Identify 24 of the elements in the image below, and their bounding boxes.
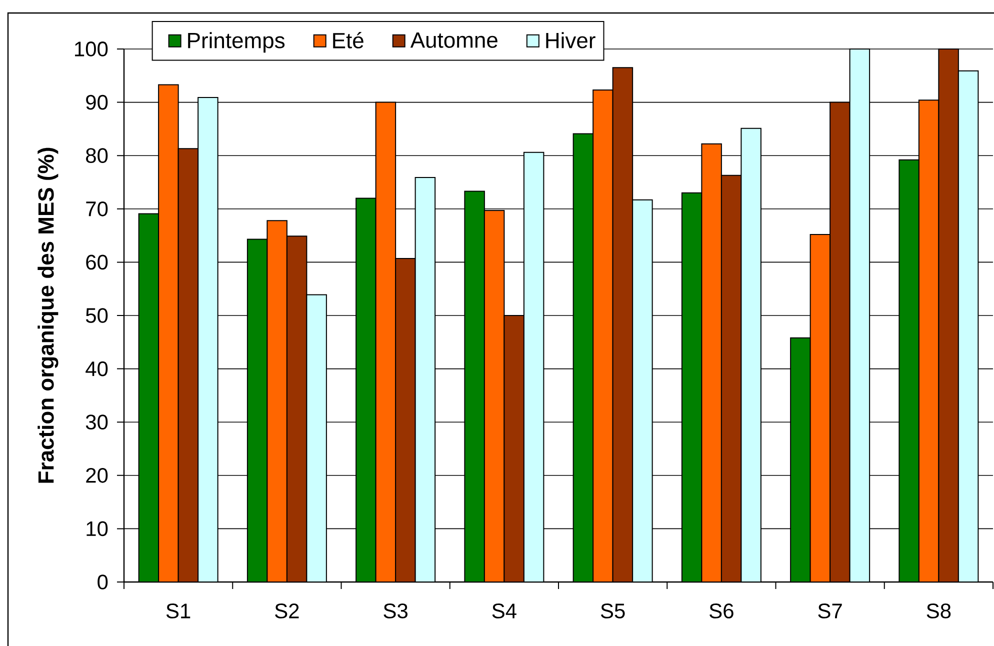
x-tick-label: S4 — [492, 604, 516, 618]
y-axis-title: Fraction organique des MES (%) — [38, 148, 58, 483]
x-tick-label: S5 — [600, 604, 625, 618]
y-tick-label: 90 — [86, 94, 108, 110]
y-tick-label: 80 — [86, 148, 108, 164]
x-tick-label: S1 — [166, 604, 190, 618]
x-tick-label: S7 — [818, 604, 842, 618]
y-tick-label: 50 — [86, 308, 108, 323]
y-tick-label: 20 — [86, 468, 108, 483]
legend-label: Printemps — [188, 32, 285, 53]
legend-label: Automne — [410, 32, 498, 48]
x-tick-label: S6 — [710, 604, 734, 618]
x-tick-label: S8 — [926, 604, 951, 618]
y-tick-label: 0 — [98, 574, 108, 590]
y-tick-label: 70 — [86, 201, 108, 216]
y-tick-label: 10 — [86, 521, 108, 536]
y-tick-label: 30 — [86, 414, 108, 430]
legend-label: Eté — [333, 32, 364, 48]
legend-label: Hiver — [546, 32, 596, 48]
y-tick-label: 60 — [86, 254, 108, 270]
x-tick-label: S2 — [275, 604, 299, 618]
y-tick-label: 40 — [86, 361, 108, 376]
y-tick-label: 100 — [75, 42, 108, 56]
x-tick-label: S3 — [384, 604, 408, 618]
